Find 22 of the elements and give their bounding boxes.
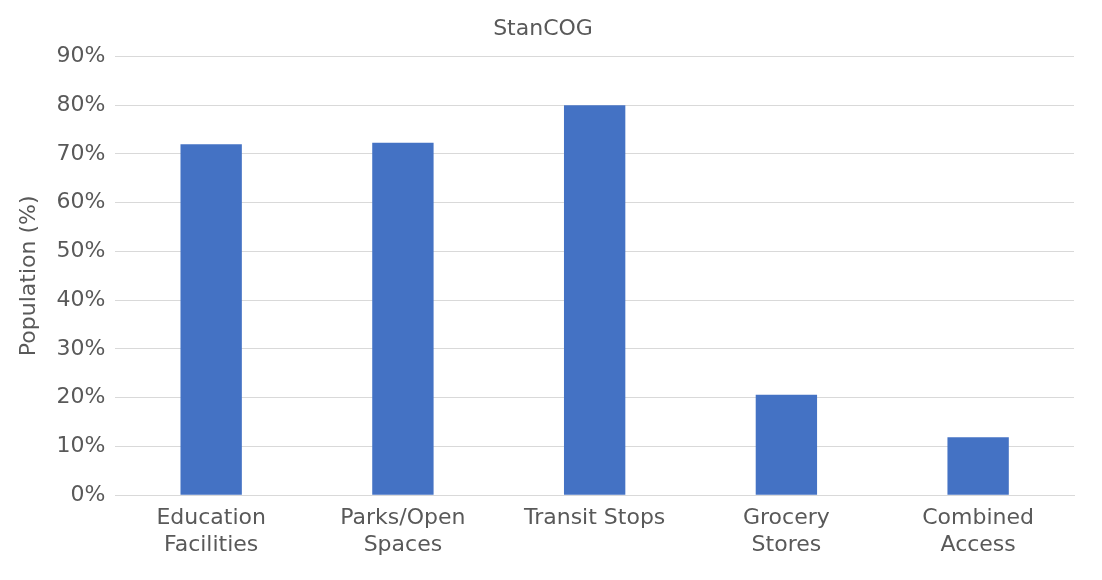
y-tick-label: 30%: [56, 334, 106, 360]
y-tick-label: 80%: [56, 90, 106, 116]
y-tick-label: 40%: [56, 285, 106, 311]
x-tick-label: Grocery Stores: [743, 504, 830, 556]
y-tick-label: 10%: [56, 432, 106, 458]
y-tick-label: 70%: [56, 139, 106, 165]
x-tick-label: Parks/Open Spaces: [340, 504, 466, 556]
bar: [563, 105, 626, 495]
y-tick-label: 60%: [56, 188, 106, 214]
bar: [372, 142, 434, 495]
y-tick-label: 50%: [56, 237, 106, 263]
x-tick-label: Combined Access: [922, 504, 1035, 556]
chart-title: StanCOG: [493, 14, 593, 40]
bar: [755, 394, 818, 495]
y-tick-label: 90%: [56, 42, 106, 68]
bar: [180, 144, 242, 495]
y-axis-title: Population (%): [14, 195, 40, 357]
bar: [947, 437, 1009, 495]
x-tick-label: Education Facilities: [156, 504, 266, 556]
x-tick-label: Transit Stops: [522, 504, 666, 530]
y-tick-label: 20%: [56, 383, 106, 409]
y-tick-label: 0%: [70, 480, 106, 506]
